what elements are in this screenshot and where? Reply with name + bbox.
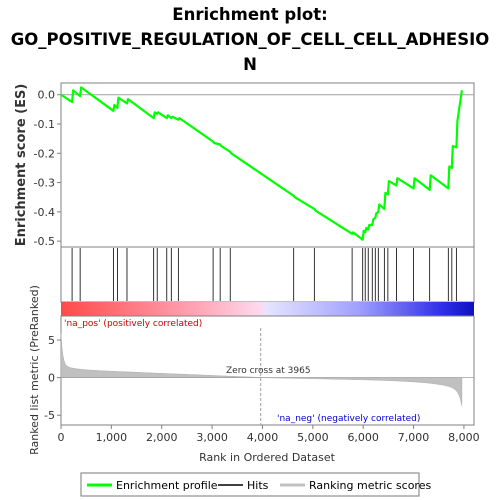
metric-y-tick-label: -5 (44, 409, 55, 422)
chart-title-line-3: N (243, 55, 257, 74)
y-axis-label-metric: Ranked list metric (PreRanked) (28, 285, 41, 455)
chart-title-line-1: Enrichment plot: (172, 5, 328, 24)
ranking-metric-scores (60, 328, 474, 425)
enrichment-profile-line (60, 86, 463, 241)
x-tick-label: 8,000 (448, 431, 480, 444)
chart-title: Enrichment plot: GO_POSITIVE_REGULATION_… (0, 2, 500, 77)
x-tick-label: 6,000 (347, 431, 379, 444)
neg-label: 'na_neg' (negatively correlated) (277, 414, 420, 424)
pos-label: 'na_pos' (positively correlated) (64, 319, 202, 329)
es-y-tick-label: -0.5 (34, 235, 55, 248)
metric-y-tick-label: 0 (48, 372, 55, 385)
es-y-tick-label: 0.0 (38, 89, 56, 102)
x-axis: 0 1,000 2,000 3,000 4,000 5,000 6,000 7,000 8,00… (58, 425, 480, 444)
x-tick-label: 4,000 (247, 431, 279, 444)
hit-markers (71, 248, 457, 301)
legend: Enrichment profile Hits Ranking metric s… (80, 472, 431, 497)
hits-panel (60, 246, 475, 303)
es-y-tick-label: -0.2 (34, 147, 55, 160)
x-tick-label: 3,000 (196, 431, 228, 444)
es-y-axis: 0.0 -0.1 -0.2 -0.3 -0.4 -0.5 (34, 89, 61, 248)
metric-y-axis: 5 0 -5 (44, 334, 61, 422)
es-y-tick-label: -0.4 (34, 206, 55, 219)
metric-panel (60, 315, 475, 426)
x-tick-label: 7,000 (398, 431, 430, 444)
zero-cross-label: Zero cross at 3965 (226, 366, 311, 376)
x-axis-label: Rank in Ordered Dataset (199, 451, 336, 464)
legend-entry-hits: Hits (247, 479, 269, 492)
x-tick-label: 2,000 (146, 431, 178, 444)
es-y-tick-label: -0.3 (34, 177, 55, 190)
metric-y-tick-label: 5 (48, 334, 55, 347)
rank-color-bar (61, 302, 474, 316)
legend-entry-metric: Ranking metric scores (309, 479, 431, 492)
x-tick-label: 0 (58, 431, 65, 444)
y-axis-label-es: Enrichment score (ES) (14, 84, 29, 247)
legend-entry-profile: Enrichment profile (116, 479, 218, 492)
es-panel (60, 82, 475, 248)
enrichment-profile (60, 86, 463, 241)
x-tick-label: 5,000 (297, 431, 329, 444)
es-y-tick-label: -0.1 (34, 118, 55, 131)
x-tick-label: 1,000 (96, 431, 128, 444)
chart-title-line-2: GO_POSITIVE_REGULATION_OF_CELL_CELL_ADHE… (10, 30, 490, 49)
